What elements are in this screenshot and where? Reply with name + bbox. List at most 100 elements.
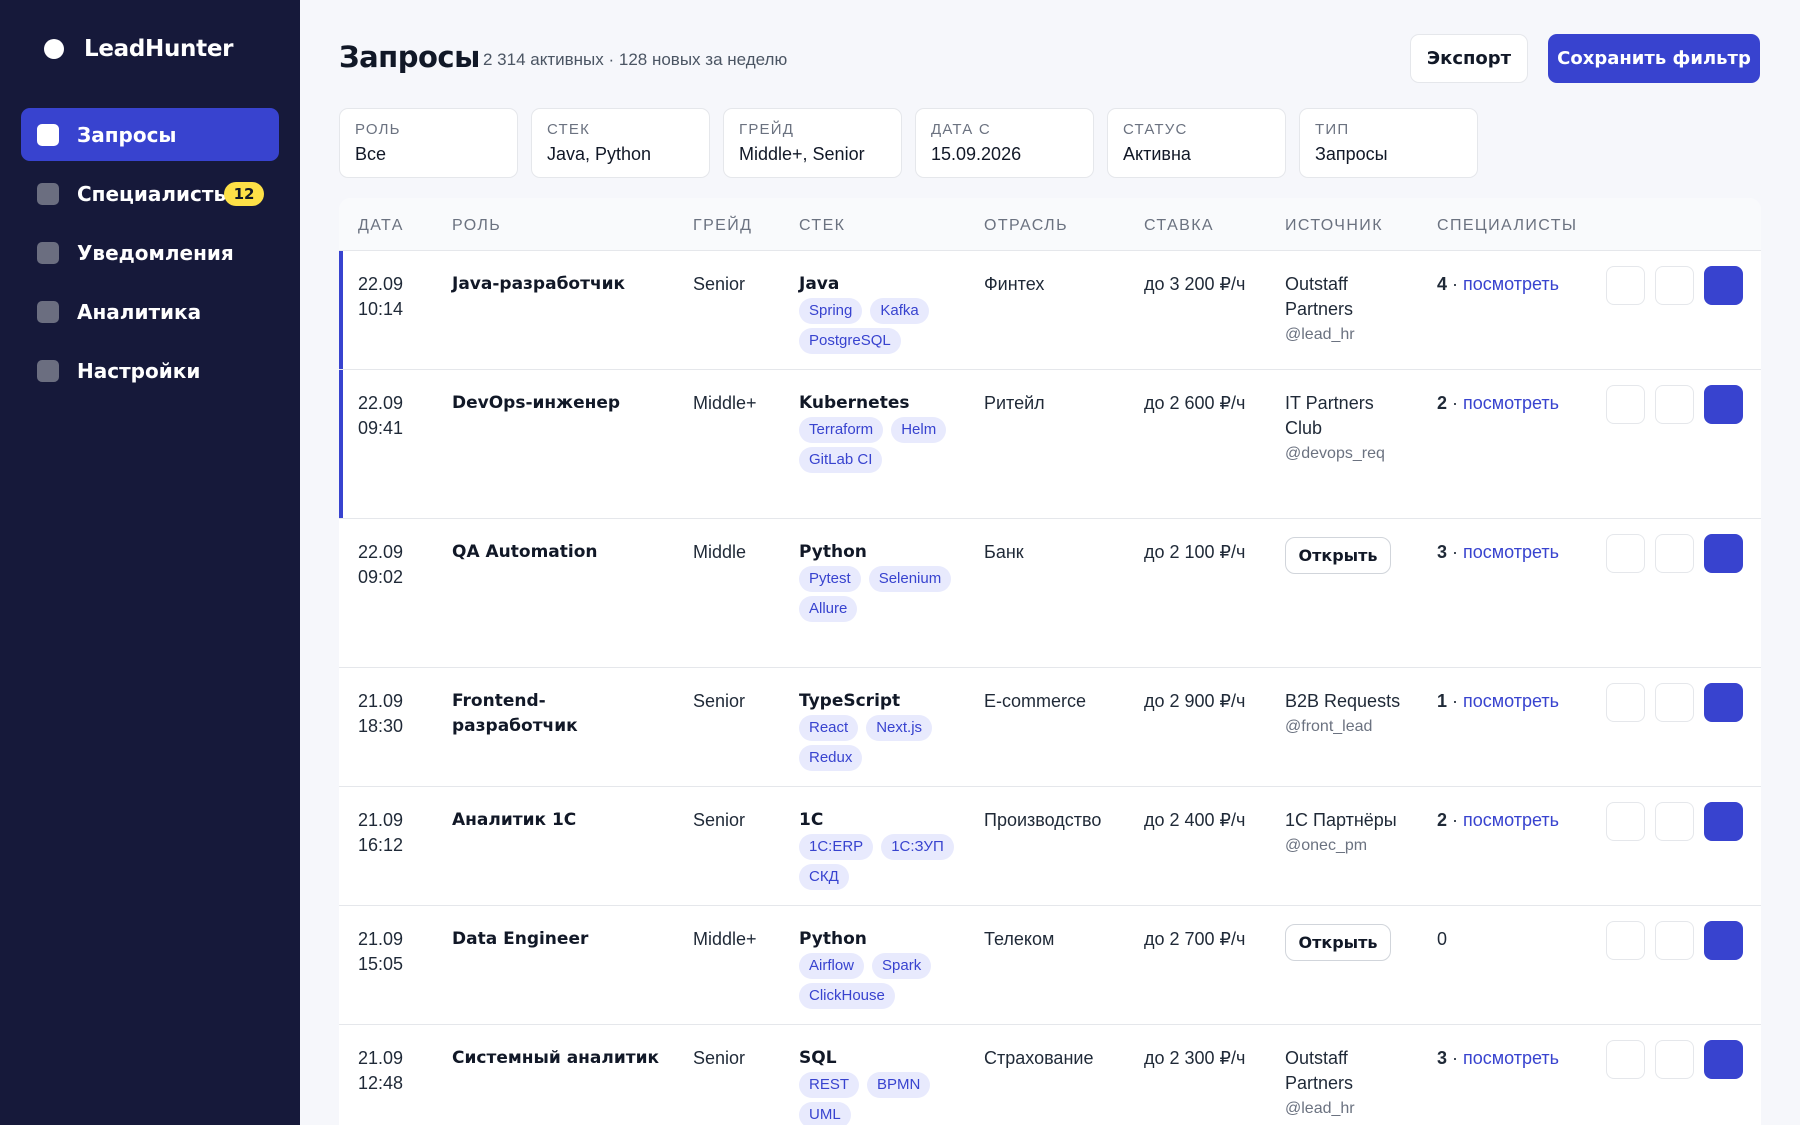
source-name: 1С Партнёры [1285, 810, 1397, 830]
specialists-count: 3 [1437, 1048, 1448, 1068]
table-row[interactable]: 22.09 09:41 DevOps-инженер Middle+ Kubernete… [339, 370, 1761, 519]
view-specialists-link[interactable]: посмотреть [1463, 274, 1560, 294]
row-action-button[interactable] [1655, 385, 1694, 424]
table-row[interactable]: 22.09 09:02 QA Automation Middle Python Pytes… [339, 519, 1761, 668]
row-action-button[interactable] [1606, 921, 1645, 960]
row-actions [1606, 921, 1743, 960]
sidebar-item-notifications[interactable]: Уведомления [21, 226, 279, 279]
view-specialists-link[interactable]: посмотреть [1463, 542, 1560, 562]
open-source-button[interactable]: Открыть [1285, 924, 1391, 961]
view-specialists-link[interactable]: посмотреть [1463, 691, 1560, 711]
separator: · [1447, 1048, 1464, 1068]
separator: · [1447, 691, 1464, 711]
date: 22.09 [358, 542, 404, 562]
column-header-specialists[interactable]: Специалисты [1437, 217, 1578, 234]
filter-value: Активна [1123, 144, 1191, 164]
separator: · [1447, 810, 1464, 830]
column-header-grade[interactable]: Грейд [693, 217, 753, 234]
row-primary-action-button[interactable] [1704, 921, 1743, 960]
column-header-industry[interactable]: Отрасль [984, 217, 1068, 234]
role-cell[interactable]: QA Automation [452, 542, 598, 562]
view-specialists-link[interactable]: посмотреть [1463, 810, 1560, 830]
stack-main: Python [799, 929, 867, 949]
stack-cell: TypeScript React Next.js Redux [799, 689, 964, 771]
row-action-button[interactable] [1655, 683, 1694, 722]
source-handle: @devops_req [1285, 445, 1385, 462]
date: 21.09 [358, 691, 404, 711]
table-row[interactable]: 22.09 10:14 Java-разработчик Senior Java Spri… [339, 251, 1761, 370]
row-primary-action-button[interactable] [1704, 534, 1743, 573]
table-row[interactable]: 21.09 15:05 Data Engineer Middle+ Python Airf… [339, 906, 1761, 1025]
stack-cell: Kubernetes Terraform Helm GitLab CI [799, 391, 964, 473]
row-action-button[interactable] [1606, 385, 1645, 424]
brand[interactable]: LeadHunter [44, 36, 233, 62]
filter-date-from[interactable]: Дата с 15.09.2026 [915, 108, 1094, 178]
stack-tag: Kafka [870, 298, 929, 324]
row-action-button[interactable] [1606, 1040, 1645, 1079]
time: 09:02 [358, 567, 404, 587]
view-specialists-link[interactable]: посмотреть [1463, 1048, 1560, 1068]
table-row[interactable]: 21.09 16:12 Аналитик 1С Senior 1С 1С:ERP 1С:ЗУ… [339, 787, 1761, 906]
role-cell[interactable]: DevOps-инженер [452, 393, 621, 413]
export-button[interactable]: Экспорт [1410, 34, 1528, 83]
specialists-count: 4 [1437, 274, 1448, 294]
row-actions [1606, 385, 1743, 424]
rate-cell: до 2 600 ₽/ч [1144, 393, 1246, 413]
sidebar-item-label: Специалисты [77, 181, 232, 206]
filter-type[interactable]: Тип Запросы [1299, 108, 1478, 178]
role-cell[interactable]: Аналитик 1С [452, 810, 577, 830]
row-action-button[interactable] [1606, 534, 1645, 573]
row-action-button[interactable] [1655, 921, 1694, 960]
row-action-button[interactable] [1655, 802, 1694, 841]
filter-status[interactable]: Статус Активна [1107, 108, 1286, 178]
row-action-button[interactable] [1606, 266, 1645, 305]
stack-main: 1С [799, 810, 824, 830]
row-action-button[interactable] [1655, 1040, 1694, 1079]
grade-cell: Middle+ [693, 929, 757, 949]
sidebar-item-requests[interactable]: Запросы [21, 108, 279, 161]
source-name: Outstaff Partners [1285, 1048, 1354, 1093]
row-primary-action-button[interactable] [1704, 266, 1743, 305]
filter-value: Запросы [1315, 144, 1388, 164]
filter-grade[interactable]: Грейд Middle+, Senior [723, 108, 902, 178]
role-cell[interactable]: Frontend-разработчик [452, 691, 578, 736]
filter-role[interactable]: Роль Все [339, 108, 518, 178]
save-filter-button[interactable]: Сохранить фильтр [1548, 34, 1760, 83]
analytics-icon [37, 300, 59, 323]
sidebar-item-settings[interactable]: Настройки [21, 344, 279, 397]
column-header-date[interactable]: Дата [358, 217, 404, 234]
open-source-button[interactable]: Открыть [1285, 537, 1391, 574]
column-header-source[interactable]: Источник [1285, 217, 1383, 234]
source-handle: @front_lead [1285, 718, 1373, 735]
view-specialists-link[interactable]: посмотреть [1463, 393, 1560, 413]
column-header-role[interactable]: Роль [452, 217, 502, 234]
role-cell[interactable]: Системный аналитик [452, 1048, 660, 1068]
source-cell: 1С Партнёры @onec_pm [1285, 808, 1410, 858]
row-action-button[interactable] [1655, 534, 1694, 573]
column-header-stack[interactable]: Стек [799, 217, 846, 234]
row-action-button[interactable] [1606, 802, 1645, 841]
sidebar-item-label: Уведомления [77, 240, 234, 265]
row-primary-action-button[interactable] [1704, 683, 1743, 722]
specialists-count-badge: 12 [224, 182, 264, 206]
industry-cell: Банк [984, 542, 1024, 562]
row-action-button[interactable] [1606, 683, 1645, 722]
table-row[interactable]: 21.09 18:30 Frontend-разработчик Senior Type… [339, 668, 1761, 787]
sidebar-item-analytics[interactable]: Аналитика [21, 285, 279, 338]
stack-tag: PostgreSQL [799, 328, 901, 354]
stack-cell: SQL REST BPMN UML [799, 1046, 964, 1125]
row-primary-action-button[interactable] [1704, 385, 1743, 424]
row-primary-action-button[interactable] [1704, 802, 1743, 841]
filter-stack[interactable]: Стек Java, Python [531, 108, 710, 178]
role-cell[interactable]: Java-разработчик [452, 274, 626, 294]
row-action-button[interactable] [1655, 266, 1694, 305]
stack-tag: ClickHouse [799, 983, 895, 1009]
table-row[interactable]: 21.09 12:48 Системный аналитик Senior SQL RES… [339, 1025, 1761, 1125]
role-cell[interactable]: Data Engineer [452, 929, 589, 949]
date: 22.09 [358, 274, 404, 294]
sidebar-item-specialists[interactable]: Специалисты 12 [21, 167, 279, 220]
stack-tags: 1С:ERP 1С:ЗУП СКД [799, 834, 964, 890]
table-header: Дата Роль Грейд Стек Отрасль Ставка Исто… [339, 198, 1761, 251]
column-header-rate[interactable]: Ставка [1144, 217, 1215, 234]
row-primary-action-button[interactable] [1704, 1040, 1743, 1079]
